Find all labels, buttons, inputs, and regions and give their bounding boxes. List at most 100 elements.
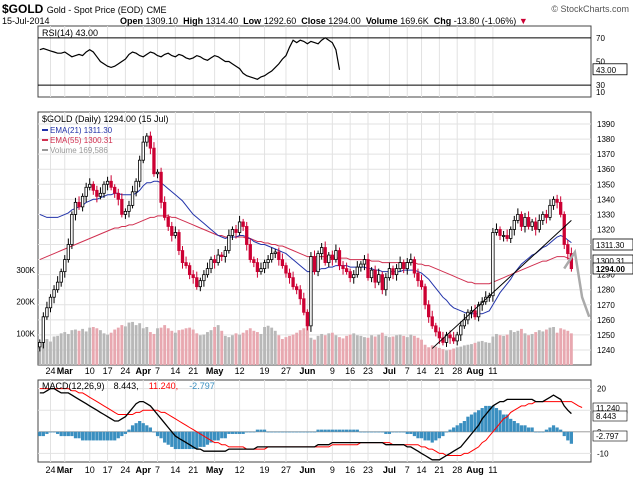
macd-histogram-bar-90	[359, 431, 363, 433]
macd-histogram-bar-106	[416, 431, 420, 439]
macd-x-label-0: 24	[45, 465, 55, 475]
volume-bar-140	[537, 330, 541, 365]
candle-body-12	[80, 195, 85, 208]
volume-bar-148	[566, 330, 570, 365]
volume-bar-40	[181, 329, 184, 365]
macd-histogram-bar-3	[48, 431, 53, 433]
volume-bar-84	[338, 337, 341, 365]
macd-last-value-label-2: -2.797	[596, 432, 619, 441]
macd-x-label-1: Mar	[57, 465, 74, 475]
candle-body-59	[248, 244, 252, 260]
macd-histogram-bar-52	[223, 431, 227, 439]
macd-histogram-bar-101	[398, 431, 402, 433]
candle-body-82	[330, 254, 334, 260]
macd-histogram-bar-49	[212, 431, 217, 441]
macd-x-label-12: 27	[281, 465, 291, 475]
high-label: High	[183, 16, 204, 26]
volume-bar-24	[123, 326, 127, 365]
macd-histogram-bar-29	[141, 423, 145, 432]
macd-histogram-bar-115	[448, 429, 452, 432]
candle-body-99	[391, 268, 395, 276]
macd-x-label-9: May	[206, 465, 224, 475]
macd-x-label-16: 23	[363, 465, 373, 475]
macd-histogram-bar-102	[402, 431, 406, 433]
macd-histogram-bar-126	[487, 405, 491, 432]
macd-tick-label-3: -10	[597, 449, 609, 458]
price-last-value-box-0	[592, 238, 633, 251]
candle-body-57	[241, 221, 245, 227]
macd-histogram-bar-33	[155, 431, 160, 437]
macd-legend-0: MACD(12,26,9)	[42, 381, 105, 391]
candle-body-83	[334, 250, 338, 260]
candle-body-28	[138, 159, 142, 182]
price-x-label-9: May	[206, 366, 224, 376]
macd-histogram-bar-121	[469, 414, 474, 432]
macd-legend-3: -2.797	[189, 381, 215, 391]
macd-histogram-bar-69	[284, 431, 288, 433]
volume-bar-30	[145, 327, 149, 365]
candle-body-15	[91, 183, 95, 191]
candle-body-146	[559, 201, 563, 215]
candle-body-17	[98, 192, 103, 197]
macd-histogram-bar-131	[505, 414, 509, 432]
volume-bar-48	[209, 330, 213, 365]
volume-bar-5	[56, 335, 60, 365]
macd-x-label-8: 21	[188, 465, 198, 475]
candle-body-16	[95, 189, 99, 197]
candle-body-18	[102, 183, 106, 194]
macd-histogram-bar-130	[501, 414, 506, 432]
macd-histogram-bar-147	[562, 431, 566, 437]
candle-body-98	[387, 268, 392, 279]
macd-histogram-bar-50	[216, 431, 220, 441]
volume-bar-83	[334, 335, 338, 365]
volume-bar-18	[102, 333, 106, 365]
volume-tick-label-2: 100K	[16, 329, 35, 338]
macd-histogram-bar-103	[405, 431, 409, 434]
candle-body-111	[434, 325, 438, 333]
price-x-label-13: Jun	[299, 366, 315, 376]
candle-body-135	[519, 214, 524, 227]
volume-bar-107	[420, 339, 423, 365]
macd-histogram-bar-39	[177, 431, 181, 450]
rsi-tick-label-1: 50	[596, 58, 605, 67]
volume-bar-47	[206, 332, 209, 365]
candle-body-140	[537, 220, 541, 230]
macd-histogram-bar-137	[526, 427, 531, 432]
volume-bar-38	[173, 332, 177, 365]
volume-bar-61	[255, 332, 259, 365]
volume-bar-26	[131, 321, 134, 365]
price-tick-label-11: 1280	[597, 286, 615, 295]
volume-bar-106	[416, 337, 420, 365]
macd-x-label-17: Jul	[383, 465, 396, 475]
volume-bar-65	[270, 327, 274, 365]
header-symbol-line: $GOLD Gold - Spot Price (EOD) CME	[2, 2, 167, 16]
price-x-label-17: Jul	[383, 366, 396, 376]
macd-histogram-bar-84	[337, 429, 342, 432]
volume-bar-129	[498, 335, 502, 365]
macd-histogram-bar-146	[559, 429, 563, 432]
volume-bar-114	[445, 350, 448, 365]
macd-histogram-bar-44	[195, 431, 199, 450]
price-x-label-3: 17	[103, 366, 113, 376]
candle-body-119	[462, 319, 466, 327]
volume-bar-92	[366, 337, 370, 365]
price-x-label-22: Aug	[466, 366, 484, 376]
price-x-label-8: 21	[188, 366, 198, 376]
volume-bar-81	[327, 333, 331, 365]
candle-body-145	[555, 198, 559, 203]
macd-histogram-bar-22	[116, 431, 120, 439]
volume-bar-32	[152, 333, 156, 365]
price-tick-label-15: 1240	[597, 346, 615, 355]
candle-body-92	[366, 259, 370, 279]
macd-histogram-bar-77	[312, 431, 317, 433]
macd-histogram-bar-26	[130, 425, 135, 432]
volume-bar-56	[238, 334, 242, 365]
macd-histogram-bar-12	[80, 431, 85, 441]
volume-bar-95	[377, 334, 381, 365]
macd-histogram-bar-68	[280, 431, 284, 433]
macd-x-label-18: 7	[405, 465, 410, 475]
candle-body-90	[359, 263, 363, 268]
volume-bar-52	[223, 335, 227, 365]
